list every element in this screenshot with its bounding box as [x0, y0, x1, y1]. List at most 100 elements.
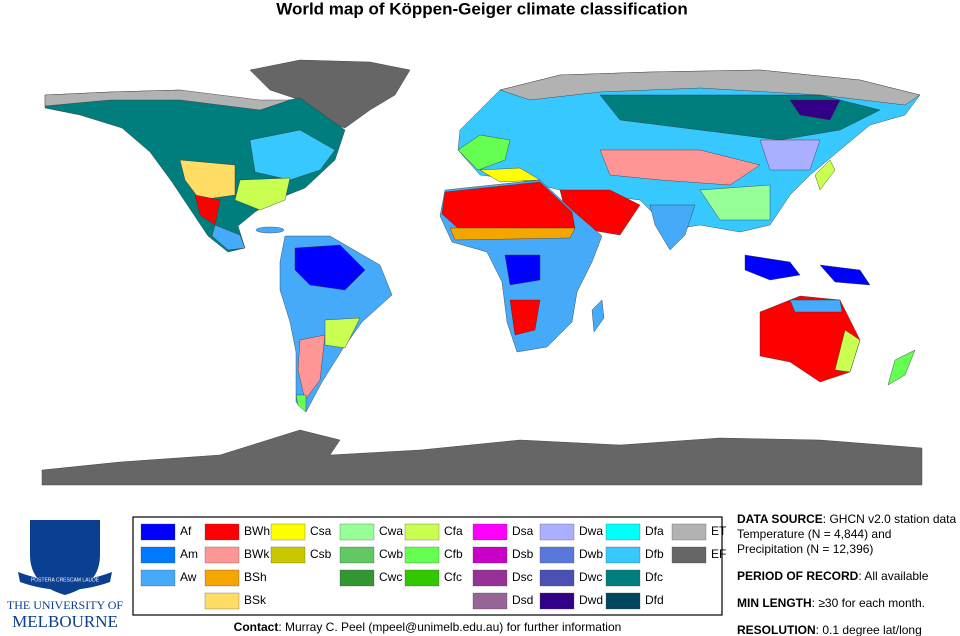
legend-label: Csa	[310, 524, 332, 538]
legend-label: Cwa	[379, 524, 403, 538]
legend-label: BWh	[244, 524, 270, 538]
legend-label: Dwc	[579, 570, 602, 584]
info-text: : 0.1 degree lat/long	[815, 623, 922, 636]
india-aw	[649, 204, 696, 251]
logo-motto: POSTERA CRESCAM LAUDE	[31, 577, 100, 583]
indonesia	[744, 254, 801, 281]
legend-swatch	[539, 569, 575, 587]
legend-label: Cfc	[444, 570, 462, 584]
legend-swatch	[605, 592, 641, 610]
title: World map of Köppen-Geiger climate class…	[276, 0, 688, 18]
legend-label: Dfa	[645, 524, 664, 538]
world-map	[41, 59, 923, 486]
na-cfa	[234, 177, 291, 211]
siberia-dfd	[789, 99, 841, 121]
legend-swatch	[605, 546, 641, 564]
info-text: : All available	[858, 569, 929, 583]
legend-label: Am	[180, 547, 198, 561]
europe-cfb	[457, 134, 511, 171]
info-label: PERIOD OF RECORD	[737, 569, 859, 583]
legend-swatch	[472, 523, 508, 541]
east-asia-dwa	[759, 139, 821, 171]
legend-swatch	[204, 569, 240, 587]
legend-swatch	[339, 546, 375, 564]
legend-label: Cwc	[379, 570, 402, 584]
greenland	[249, 59, 411, 129]
contact-text: : Murray C. Peel (mpeel@unimelb.edu.au) …	[278, 620, 622, 634]
legend-label: Dfb	[645, 547, 664, 561]
contact: Contact: Murray C. Peel (mpeel@unimelb.e…	[133, 620, 722, 634]
legend-swatch	[140, 546, 176, 564]
legend-swatch	[671, 546, 707, 564]
na-aw	[211, 224, 246, 251]
legend-swatch	[539, 592, 575, 610]
legend-swatch	[204, 592, 240, 610]
legend-label: ET	[711, 524, 727, 538]
university-logo: POSTERA CRESCAM LAUDE THE UNIVERSITY OF …	[7, 520, 124, 631]
na-dfb	[249, 129, 336, 181]
legend-label: Dsc	[512, 570, 533, 584]
legend-swatch	[204, 546, 240, 564]
legend-label: Dsb	[512, 547, 534, 561]
legend-swatch	[605, 523, 641, 541]
legend-label: Aw	[180, 570, 197, 584]
logo-line1: THE UNIVERSITY OF	[7, 598, 124, 612]
legend-swatch	[539, 546, 575, 564]
legend-label: Cfa	[444, 524, 463, 538]
aus-cfa	[834, 329, 861, 373]
sahel-bsh	[449, 227, 576, 241]
legend-swatch	[605, 569, 641, 587]
sa-cfa	[324, 317, 361, 349]
info-label: RESOLUTION	[737, 623, 816, 636]
aus-aw	[789, 299, 843, 313]
info-text: : ≥30 for each month.	[811, 596, 925, 610]
legend-swatch	[472, 546, 508, 564]
sa-cfb	[295, 394, 307, 413]
legend-swatch	[339, 523, 375, 541]
legend-label: Cfb	[444, 547, 463, 561]
sa-bwk	[297, 334, 326, 401]
legend-label: Csb	[310, 547, 332, 561]
info-label: DATA SOURCE	[737, 512, 823, 526]
legend: Af Am Aw BWh BWk BSh BSk Csa Csb Cwa Cwb Cwc Cfa Cfb C…	[140, 523, 727, 610]
info-text: Temperature (N = 4,844) and	[737, 527, 892, 541]
info-panel: DATA SOURCE: GHCN v2.0 station data Tempe…	[737, 512, 956, 636]
central-asia-bwk	[599, 149, 761, 186]
congo-af	[504, 254, 541, 286]
legend-swatch	[140, 523, 176, 541]
legend-label: Af	[180, 524, 192, 538]
caribbean	[255, 226, 285, 234]
sa-af	[294, 244, 366, 291]
madagascar	[591, 299, 605, 333]
info-block: DATA SOURCE: GHCN v2.0 station data Tempe…	[737, 512, 956, 557]
legend-swatch	[671, 523, 707, 541]
legend-box	[132, 516, 723, 616]
logo-banner	[18, 572, 112, 590]
new-zealand	[887, 349, 916, 386]
legend-swatch	[539, 523, 575, 541]
legend-swatch	[404, 569, 440, 587]
legend-swatch	[270, 523, 306, 541]
legend-label: Dwa	[579, 524, 603, 538]
kalahari-bwh	[509, 299, 541, 336]
legend-label: Cwb	[379, 547, 403, 561]
logo-shield	[30, 520, 100, 595]
legend-label: Dsd	[512, 593, 533, 607]
legend-label: Dwd	[579, 593, 603, 607]
info-label: MIN LENGTH	[737, 596, 812, 610]
legend-swatch	[270, 546, 306, 564]
legend-swatch	[404, 546, 440, 564]
legend-label: Dfd	[645, 593, 664, 607]
logo-line2: MELBOURNE	[12, 612, 118, 631]
eurasia-tundra	[499, 69, 921, 106]
antarctica	[41, 429, 923, 486]
info-text: : GHCN v2.0 station data	[822, 512, 957, 526]
contact-label: Contact	[233, 620, 279, 634]
legend-swatch	[472, 569, 508, 587]
legend-label: Dwb	[579, 547, 603, 561]
legend-swatch	[204, 523, 240, 541]
na-tundra	[44, 89, 291, 111]
info-block: RESOLUTION: 0.1 degree lat/long	[737, 623, 956, 636]
